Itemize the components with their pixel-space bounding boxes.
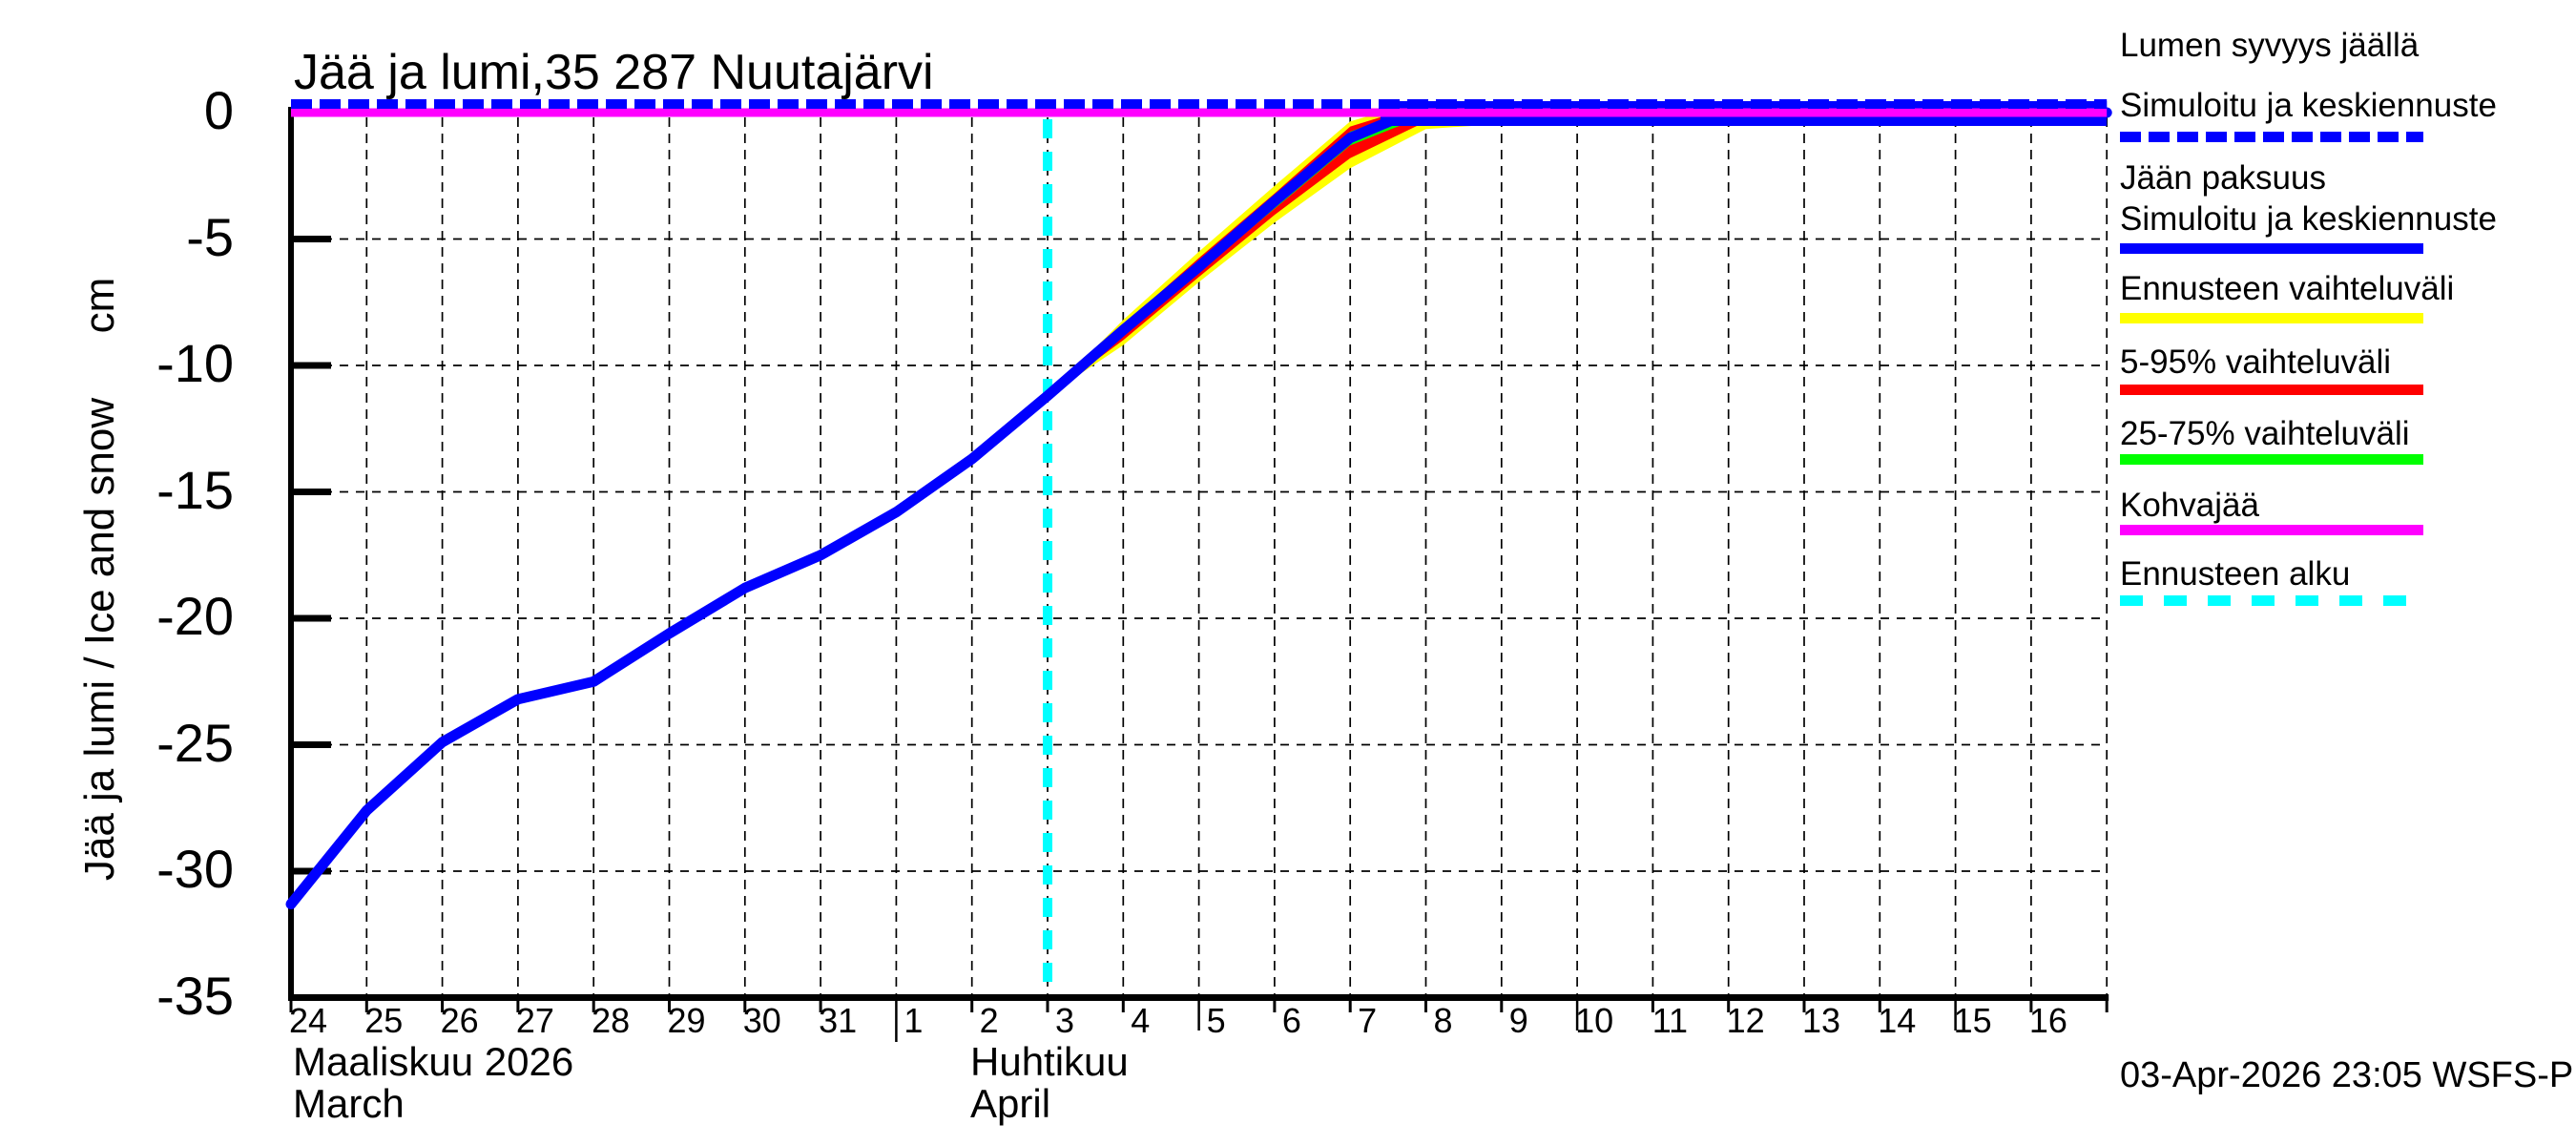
x-tick-label: 27 (515, 1001, 554, 1040)
y-tick-label: -5 (186, 206, 234, 267)
legend-label: Jään paksuus (2120, 159, 2326, 197)
legend-label: 25-75% vaihteluväli (2120, 415, 2410, 452)
x-tick-label: 11 (1652, 1001, 1689, 1040)
y-tick-label: 0 (203, 80, 234, 140)
x-tick-label: 16 (2028, 1001, 2067, 1040)
legend-sample-line (2120, 385, 2423, 395)
legend-sample-line (2120, 525, 2423, 535)
x-tick-label: 2 (979, 1001, 999, 1040)
x-tick-label: 13 (1801, 1001, 1841, 1040)
x-tick-label: 5 (1206, 1001, 1226, 1040)
legend-sample-line (2120, 454, 2423, 465)
chart-title: Jää ja lumi,35 287 Nuutajärvi (294, 45, 934, 100)
x-tick-label: 1 (904, 1001, 924, 1040)
y-tick-label: -25 (156, 712, 234, 773)
legend-sample-line (2120, 243, 2423, 254)
x-tick-label: 6 (1281, 1001, 1301, 1040)
legend-label: Lumen syvyys jäällä (2120, 27, 2420, 64)
legend-label: Kohvajää (2120, 487, 2259, 524)
x-tick-label: 25 (364, 1001, 404, 1040)
legend-sample-dashed-line (2120, 132, 2423, 142)
y-tick-label: -10 (156, 333, 234, 393)
legend-label: Ennusteen alku (2120, 555, 2351, 593)
y-tick-label: -15 (156, 459, 234, 520)
x-tick-label: 3 (1054, 1001, 1075, 1040)
legend-label: Simuloitu ja keskiennuste (2120, 200, 2497, 238)
month-label-april-en: April (970, 1081, 1051, 1126)
legend-label: Simuloitu ja keskiennuste (2120, 87, 2497, 124)
x-tick-label: 7 (1358, 1001, 1378, 1040)
x-tick-label: 24 (288, 1001, 328, 1040)
x-tick-label: 14 (1878, 1001, 1917, 1040)
y-tick-label: -30 (156, 839, 234, 899)
footer-timestamp: 03-Apr-2026 23:05 WSFS-P (2120, 1055, 2574, 1095)
x-tick-label: 10 (1575, 1001, 1614, 1040)
x-tick-label: 29 (667, 1001, 706, 1040)
x-tick-label: 28 (592, 1001, 631, 1040)
legend-sample-dashed-line (2120, 595, 2423, 606)
band-5-95-vaihteluv-li (1048, 113, 1472, 396)
x-tick-label: 15 (1953, 1001, 1992, 1040)
legend-label: 5-95% vaihteluväli (2120, 344, 2392, 381)
x-tick-label: 26 (440, 1001, 479, 1040)
month-label-april-fi: Huhtikuu (970, 1039, 1129, 1084)
y-tick-label: -20 (156, 586, 234, 646)
y-tick-label: -35 (156, 965, 234, 1026)
month-label-march-fi: Maaliskuu 2026 (293, 1039, 574, 1084)
x-tick-label: 31 (819, 1001, 858, 1040)
x-tick-label: 8 (1433, 1001, 1453, 1040)
legend-sample-line (2120, 313, 2423, 323)
x-tick-label: 4 (1131, 1001, 1151, 1040)
x-tick-label: 9 (1508, 1001, 1528, 1040)
x-tick-label: 30 (742, 1001, 781, 1040)
ice-thickness-line (285, 107, 2112, 909)
month-label-march-en: March (293, 1081, 405, 1126)
legend-label: Ennusteen vaihteluväli (2120, 270, 2455, 307)
y-axis-unit: cm (76, 277, 123, 334)
x-tick-label: 12 (1726, 1001, 1765, 1040)
